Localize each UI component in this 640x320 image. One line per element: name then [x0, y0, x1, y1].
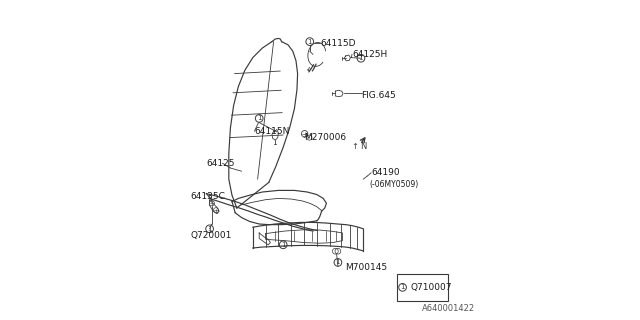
- Text: 64135C: 64135C: [191, 192, 225, 201]
- Text: FIG.645: FIG.645: [362, 92, 396, 100]
- Text: 1: 1: [257, 116, 262, 121]
- Text: 64190: 64190: [371, 168, 400, 177]
- Text: Q710007: Q710007: [411, 283, 452, 292]
- Text: M270006: M270006: [304, 133, 346, 142]
- Text: 1: 1: [335, 260, 340, 265]
- Text: A640001422: A640001422: [422, 304, 475, 313]
- FancyBboxPatch shape: [397, 274, 448, 301]
- Text: 64125: 64125: [206, 159, 235, 168]
- Text: Q720001: Q720001: [191, 231, 232, 240]
- Text: 64115N: 64115N: [254, 127, 290, 136]
- Text: 1: 1: [281, 242, 285, 248]
- Text: 64125H: 64125H: [352, 50, 387, 59]
- Text: 1: 1: [400, 284, 405, 290]
- Text: (-06MY0509): (-06MY0509): [370, 180, 419, 188]
- Text: 1: 1: [307, 39, 312, 44]
- Text: M700145: M700145: [346, 263, 388, 272]
- Text: 1: 1: [207, 226, 212, 232]
- Text: 64115D: 64115D: [320, 39, 355, 48]
- Text: $\uparrow$N: $\uparrow$N: [349, 140, 367, 151]
- Text: 1: 1: [358, 55, 364, 61]
